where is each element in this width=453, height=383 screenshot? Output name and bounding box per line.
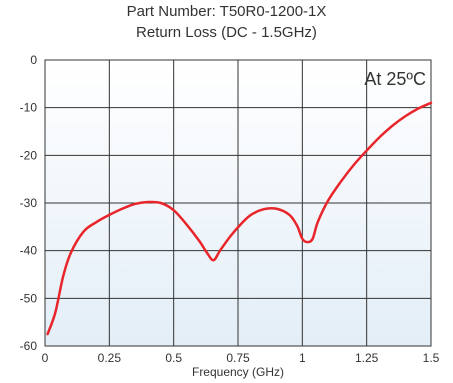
chart-subtitle: Return Loss (DC - 1.5GHz) bbox=[136, 24, 317, 41]
x-tick-label: 0.75 bbox=[226, 351, 250, 365]
plot-frame bbox=[44, 59, 432, 347]
y-tick-label: -20 bbox=[20, 148, 38, 162]
x-tick-label: 0.25 bbox=[98, 351, 122, 365]
temperature-annotation: At 25ºC bbox=[364, 69, 426, 89]
y-tick-labels: 0 -10 -20 -30 -40 -50 -60 bbox=[20, 53, 38, 353]
x-tick-label: 1 bbox=[299, 351, 306, 365]
x-tick-labels: 0 0.25 0.5 0.75 1 1.25 1.5 bbox=[42, 351, 440, 365]
x-tick-label: 0 bbox=[42, 351, 49, 365]
x-axis-label: Frequency (GHz) bbox=[192, 365, 284, 379]
y-tick-label: -50 bbox=[20, 291, 38, 305]
y-tick-label: -60 bbox=[20, 339, 38, 353]
x-tick-label: 0.5 bbox=[165, 351, 182, 365]
y-tick-label: -40 bbox=[20, 244, 38, 258]
return-loss-line bbox=[46, 101, 433, 336]
chart-title: Part Number: T50R0-1200-1X bbox=[126, 3, 327, 20]
x-tick-label: 1.25 bbox=[355, 351, 379, 365]
y-tick-label: -10 bbox=[20, 101, 38, 115]
x-tick-label: 1.5 bbox=[423, 351, 440, 365]
y-tick-label: -30 bbox=[20, 196, 38, 210]
y-tick-label: 0 bbox=[30, 53, 37, 67]
